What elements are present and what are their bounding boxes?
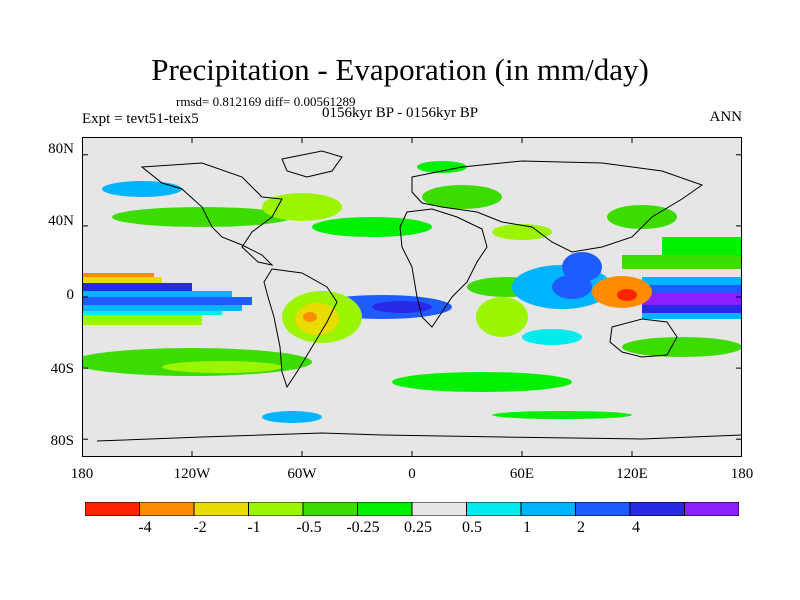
lon-label-0: 0 [408,466,416,482]
lon-label-180w: 180 [70,466,94,482]
period-label: 0156kyr BP - 0156kyr BP [322,105,479,121]
plot-title: Precipitation - Evaporation (in mm/day) [151,52,649,87]
lon-label-120w: 120W [173,466,211,482]
colorbar-boxes [85,502,739,516]
colorbar-box [193,502,249,516]
lon-label-60e: 60E [509,466,535,482]
colorbar-box [139,502,195,516]
season-label: ANN [709,109,743,125]
lon-label-120e: 120E [616,466,648,482]
colorbar-label: 1 [523,519,531,536]
colorbar-label: -0.5 [296,519,322,536]
lat-label-0: 0 [66,287,75,303]
coastlines [96,150,742,442]
colorbar-label: -0.25 [346,519,380,536]
colorbar-label: 2 [577,519,585,536]
lon-label-180e: 180 [730,466,754,482]
colorbar-label: 4 [632,519,640,536]
colorbar-box [302,502,358,516]
lat-label-80n: 80N [48,141,74,157]
colorbar-box [411,502,467,516]
colorbar-box [248,502,304,516]
colorbar-box [629,502,685,516]
colorbar-box [684,502,739,516]
colorbar-label: 0.25 [404,519,432,536]
lon-label-60w: 60W [287,466,317,482]
stats-text: rmsd= 0.812169 diff= 0.00561289 [176,94,356,109]
lat-label-80s: 80S [50,433,74,449]
storm-track-fields [82,161,742,423]
equatorial-pacific-band [82,237,742,325]
atlantic-indian-ocean-fields [282,252,652,345]
axis-ticks [82,137,742,457]
colorbar-box [357,502,413,516]
experiment-label: Expt = tevt51-teix5 [82,111,199,127]
colorbar-box [85,502,140,516]
colorbar-box [575,502,631,516]
colorbar-label: -4 [138,519,152,536]
colorbar-label: 0.5 [462,519,482,536]
world-map [82,137,742,457]
colorbar [85,502,739,516]
lat-label-40n: 40N [48,213,74,229]
colorbar-box [520,502,576,516]
colorbar-box [466,502,522,516]
colorbar-label: -2 [193,519,207,536]
lat-label-40s: 40S [50,361,74,377]
colorbar-label: -1 [247,519,261,536]
